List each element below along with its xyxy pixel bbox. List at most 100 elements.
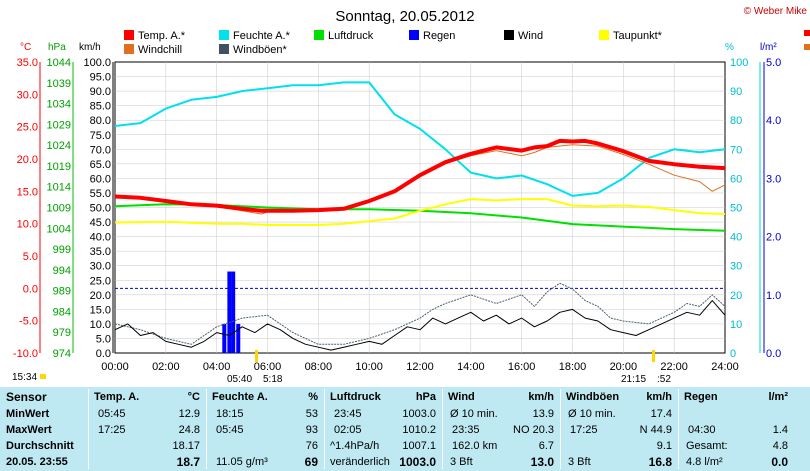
rain-bar [227, 271, 232, 353]
legend-swatch-pressure [314, 30, 324, 40]
pressure-current-value: 1003.0 [399, 455, 436, 469]
temp-avg-value: 18.17 [172, 440, 200, 452]
wind-tick-label: 25.0 [90, 275, 111, 287]
wind-tick-label: 75.0 [90, 130, 111, 142]
x-tick-label: 18:00 [559, 361, 587, 373]
sunset-bar [652, 350, 655, 362]
legend-label-windchill: Windchill [138, 44, 182, 56]
rain-tick-label: 4.0 [766, 115, 781, 127]
wind-axis-unit: km/h [79, 42, 101, 53]
wind-tick-label: 5.0 [96, 333, 111, 345]
row-label-max: MaxWert [6, 424, 52, 436]
humidity-absolute: 11.05 g/m³ [216, 456, 268, 468]
sun-time-left: 15:34 [12, 372, 37, 383]
gusts-current-value: 16.8 [648, 455, 672, 469]
gusts-bft: 3 Bft [568, 456, 591, 468]
wind-tick-label: 10.0 [90, 319, 111, 331]
temp-unit: °C [187, 391, 200, 403]
rain-tick-label: 1.0 [766, 290, 781, 302]
gusts-header: Windböen [566, 391, 620, 403]
wind-tick-label: 0.0 [96, 348, 111, 360]
sensor-column: Sensor MinWert MaxWert Durchschnitt 20.0… [6, 387, 86, 471]
humidity-tick-label: 0 [730, 348, 736, 360]
pressure-trend: ^1.4hPa/h [330, 440, 380, 452]
pressure-unit: hPa [415, 391, 436, 403]
col-sep [88, 389, 89, 469]
rain-header: Regen [684, 391, 718, 403]
wind-tick-label: 85.0 [90, 101, 111, 113]
x-tick-label: 04:00 [203, 361, 231, 373]
wind-avg-value: 6.7 [538, 440, 554, 452]
legend-label-temp: Temp. A.* [138, 30, 186, 42]
humidity-tick-label: 50 [730, 203, 742, 215]
pressure-axis-unit: hPa [48, 42, 66, 53]
pressure-tick-label: 989 [53, 286, 71, 298]
summary-table: Sensor MinWert MaxWert Durchschnitt 20.0… [0, 387, 810, 471]
rain-current-value: 0.0 [771, 455, 788, 469]
temp-tick-label: 10.0 [17, 219, 38, 231]
rain-column: Regen l/m² 04:30 1.4 Gesamt: 4.8 4.8 l/m… [684, 387, 790, 471]
temp-tick-label: 5.0 [23, 251, 38, 263]
rain-unit: l/m² [768, 391, 788, 403]
gust-series-line [114, 282, 726, 345]
humidity-tick-label: 60 [730, 173, 742, 185]
humidity-min-value: 53 [305, 408, 318, 420]
row-label-current: 20.05. 23:55 [6, 456, 68, 468]
dewpoint-series-line [114, 198, 726, 226]
rain-tick-label: 3.0 [766, 173, 781, 185]
wind-tick-label: 60.0 [90, 173, 111, 185]
wind-tick-label: 90.0 [90, 86, 111, 98]
pressure-max-time: 02:05 [334, 424, 362, 436]
sunrise-label: 05:40 [227, 374, 252, 385]
wind-tick-label: 55.0 [90, 188, 111, 200]
wind-tick-label: 40.0 [90, 232, 111, 244]
rain-max-value: 1.4 [772, 424, 788, 436]
legend-swatch-wind [504, 30, 514, 40]
col-sep [442, 389, 443, 469]
humidity-series-line [114, 81, 726, 197]
wind-tick-label: 45.0 [90, 217, 111, 229]
pressure-tick-label: 1009 [47, 203, 71, 215]
pressure-tick-label: 1019 [47, 161, 71, 173]
wind-tick-label: 65.0 [90, 159, 111, 171]
humidity-axis-unit: % [725, 42, 734, 53]
wind-avg10-value: 13.9 [532, 408, 554, 420]
row-label-avg: Durchschnitt [6, 440, 74, 452]
temp-max-time: 17:25 [98, 424, 126, 436]
wind-tick-label: 15.0 [90, 304, 111, 316]
legend-swatch-windchill [124, 44, 134, 54]
pressure-tick-label: 1024 [47, 140, 71, 152]
gusts-max-time: 17:25 [570, 424, 598, 436]
legend: Temp. A.* Feuchte A.* Luftdruck Regen Wind Ta… [124, 30, 663, 56]
pressure-max-value: 1010.2 [402, 424, 436, 436]
pressure-tick-label: 1044 [47, 57, 71, 69]
rain-axis-unit: l/m² [760, 42, 777, 53]
temp-max-value: 24.8 [178, 424, 200, 436]
pressure-tick-label: 1039 [47, 78, 71, 90]
weather-chart: Sonntag, 20.05.2012 © Weber Mike Temp. A… [12, 6, 810, 385]
legend-swatch-gust [219, 44, 229, 54]
rain-tick-label: 0.0 [766, 348, 781, 360]
wind-header: Wind [448, 391, 475, 403]
legend-label-rain: Regen [423, 30, 455, 42]
temp-header: Temp. A. [94, 391, 140, 403]
x-tick-label: 06:00 [254, 361, 282, 373]
temp-tick-label: 30.0 [17, 89, 38, 101]
right-temp-marker [804, 30, 810, 36]
humidity-min-time: 18:15 [216, 408, 244, 420]
temp-current-value: 18.7 [176, 455, 200, 469]
wind-tick-label: 70.0 [90, 144, 111, 156]
humidity-current-value: 69 [304, 455, 318, 469]
rain-bar [236, 323, 241, 353]
rain-total-label: Gesamt: [686, 440, 728, 452]
rain-max-time: 04:30 [688, 424, 716, 436]
temp-tick-label: 0.0 [23, 283, 38, 295]
gusts-column: Windböen km/h Ø 10 min. 17.4 17:25 N 44.… [566, 387, 674, 471]
pressure-header: Luftdruck [330, 391, 381, 403]
humidity-tick-label: 30 [730, 261, 742, 273]
pressure-tick-label: 994 [53, 265, 71, 277]
rain-tick-label: 2.0 [766, 232, 781, 244]
gusts-avg-value: 9.1 [656, 440, 672, 452]
pressure-forecast: veränderlich [330, 456, 390, 468]
